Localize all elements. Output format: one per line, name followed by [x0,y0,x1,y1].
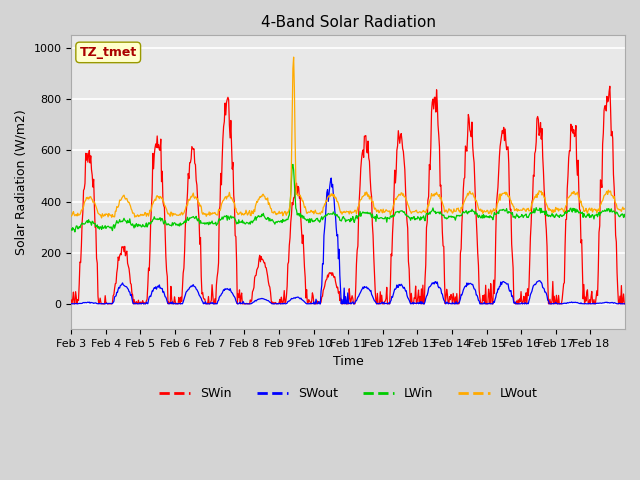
Y-axis label: Solar Radiation (W/m2): Solar Radiation (W/m2) [15,109,28,255]
X-axis label: Time: Time [333,355,364,368]
Title: 4-Band Solar Radiation: 4-Band Solar Radiation [260,15,436,30]
Text: TZ_tmet: TZ_tmet [79,46,137,59]
Legend: SWin, SWout, LWin, LWout: SWin, SWout, LWin, LWout [154,383,543,406]
